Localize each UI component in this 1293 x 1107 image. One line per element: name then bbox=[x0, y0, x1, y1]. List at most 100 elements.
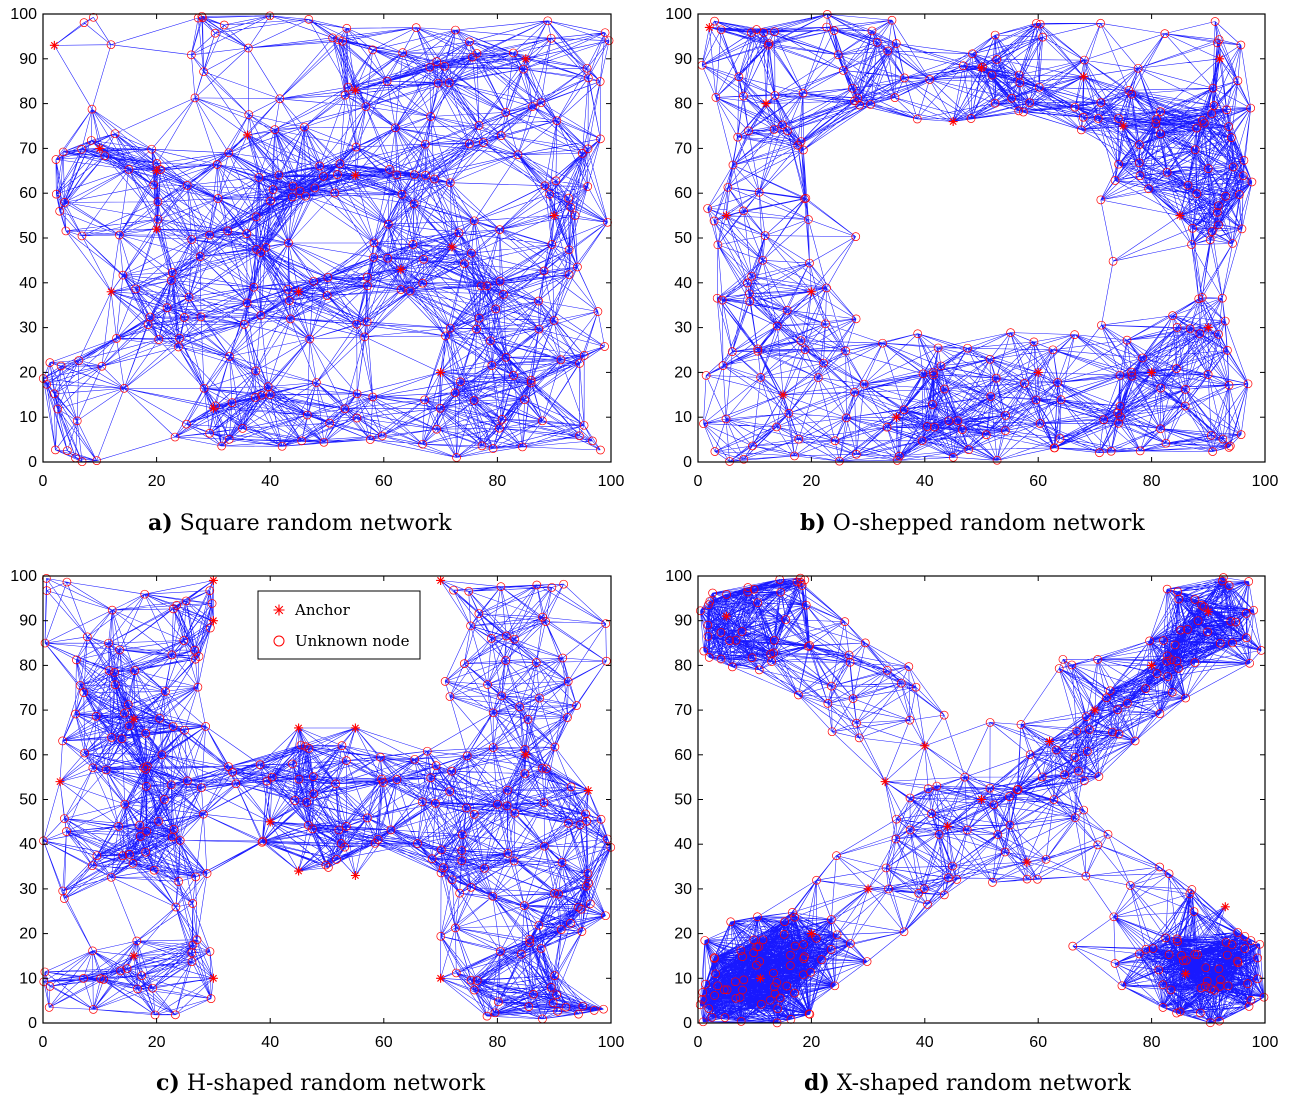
unknown-node-marker bbox=[556, 925, 566, 935]
unknown-node-marker bbox=[922, 422, 932, 431]
unknown-node-marker bbox=[132, 936, 142, 946]
edges bbox=[43, 578, 612, 1020]
unknown-node-marker bbox=[760, 231, 770, 240]
unknown-node-marker bbox=[1156, 383, 1166, 393]
unknown-node-marker bbox=[772, 321, 782, 331]
unknown-node-marker bbox=[187, 957, 197, 966]
unknown-node-marker bbox=[601, 911, 610, 921]
unknown-node-marker bbox=[418, 278, 428, 288]
anchor-marker bbox=[152, 166, 162, 176]
unknown-nodes bbox=[38, 11, 614, 467]
unknown-node-marker bbox=[561, 1002, 571, 1012]
unknown-node-marker bbox=[1096, 98, 1106, 107]
legend-box bbox=[257, 590, 421, 660]
unknown-node-marker bbox=[782, 981, 792, 991]
unknown-node-marker bbox=[257, 390, 267, 400]
unknown-node-marker bbox=[456, 377, 465, 387]
unknown-node-marker bbox=[495, 947, 505, 956]
y-tick-label: 100 bbox=[665, 6, 692, 23]
unknown-node-marker bbox=[992, 55, 1002, 64]
unknown-node-marker bbox=[474, 609, 484, 618]
unknown-node-marker bbox=[488, 708, 498, 718]
unknown-node-marker bbox=[288, 181, 298, 191]
unknown-node-marker bbox=[168, 722, 178, 731]
unknown-node-marker bbox=[1238, 171, 1248, 181]
unknown-node-marker bbox=[1052, 745, 1061, 755]
unknown-node-marker bbox=[124, 721, 134, 731]
unknown-node-marker bbox=[813, 373, 823, 383]
anchor-marker bbox=[1147, 367, 1157, 377]
unknown-node-marker bbox=[703, 204, 712, 213]
unknown-node-marker bbox=[1035, 19, 1045, 29]
unknown-node-marker bbox=[781, 615, 791, 624]
unknown-node-marker bbox=[474, 121, 484, 130]
anchor-marker bbox=[350, 170, 360, 180]
unknown-node-marker bbox=[1135, 140, 1144, 149]
unknown-node-marker bbox=[432, 57, 442, 66]
unknown-node-marker bbox=[408, 240, 418, 249]
unknown-node-marker bbox=[488, 743, 498, 752]
y-tick-label: 70 bbox=[19, 702, 37, 719]
unknown-node-marker bbox=[990, 98, 1000, 108]
anchor-marker bbox=[1118, 121, 1128, 131]
unknown-node-marker bbox=[1162, 167, 1172, 177]
unknown-node-marker bbox=[704, 653, 714, 662]
y-tick-label: 60 bbox=[674, 185, 692, 202]
unknown-node-marker bbox=[1253, 953, 1263, 963]
unknown-nodes bbox=[695, 573, 1269, 1028]
unknown-node-marker bbox=[1197, 293, 1207, 302]
anchor-marker bbox=[350, 723, 360, 733]
unknown-node-marker bbox=[340, 90, 350, 100]
unknown-node-marker bbox=[786, 961, 795, 970]
unknown-node-marker bbox=[1099, 415, 1109, 425]
unknown-node-marker bbox=[892, 814, 901, 824]
unknown-node-marker bbox=[398, 48, 408, 57]
unknown-node-marker bbox=[573, 262, 582, 272]
unknown-node-marker bbox=[325, 418, 334, 428]
unknown-node-marker bbox=[882, 666, 892, 675]
unknown-node-marker bbox=[420, 139, 430, 149]
unknown-node-marker bbox=[534, 324, 544, 334]
unknown-node-marker bbox=[45, 982, 55, 991]
unknown-node-marker bbox=[1037, 772, 1047, 782]
unknown-node-marker bbox=[536, 944, 546, 953]
unknown-node-marker bbox=[577, 904, 586, 914]
unknown-node-marker bbox=[300, 122, 309, 132]
unknown-node-marker bbox=[1134, 949, 1144, 959]
unknown-node-marker bbox=[239, 320, 249, 329]
unknown-node-marker bbox=[718, 361, 728, 370]
unknown-node-marker bbox=[328, 33, 337, 43]
unknown-node-marker bbox=[549, 316, 559, 325]
unknown-node-marker bbox=[92, 851, 102, 861]
unknown-node-marker bbox=[171, 1010, 180, 1020]
unknown-node-marker bbox=[559, 579, 568, 589]
unknown-node-marker bbox=[255, 760, 265, 769]
unknown-node-marker bbox=[701, 371, 711, 380]
unknown-node-marker bbox=[128, 858, 138, 868]
unknown-node-marker bbox=[710, 447, 720, 456]
unknown-node-marker bbox=[322, 291, 332, 300]
unknown-node-marker bbox=[362, 272, 372, 282]
unknown-node-marker bbox=[125, 850, 134, 859]
unknown-node-marker bbox=[884, 884, 893, 894]
unknown-node-marker bbox=[1217, 293, 1227, 303]
unknown-node-marker bbox=[943, 873, 953, 882]
unknown-node-marker bbox=[479, 138, 488, 147]
unknown-node-marker bbox=[1005, 792, 1014, 802]
unknown-node-marker bbox=[518, 442, 527, 452]
unknown-node-marker bbox=[142, 826, 152, 836]
unknown-node-marker bbox=[1226, 616, 1236, 626]
unknown-node-marker bbox=[433, 78, 443, 88]
unknown-node-marker bbox=[710, 16, 719, 26]
unknown-node-marker bbox=[40, 967, 50, 977]
unknown-node-marker bbox=[563, 713, 572, 722]
anchor-marker bbox=[208, 973, 218, 983]
unknown-node-marker bbox=[421, 171, 430, 180]
unknown-node-marker bbox=[845, 657, 855, 667]
unknown-node-marker bbox=[1224, 380, 1234, 390]
unknown-node-marker bbox=[294, 774, 304, 784]
unknown-node-marker bbox=[40, 638, 50, 648]
unknown-node-marker bbox=[1031, 395, 1041, 405]
anchor-marker bbox=[521, 750, 531, 760]
unknown-node-marker bbox=[340, 842, 350, 852]
